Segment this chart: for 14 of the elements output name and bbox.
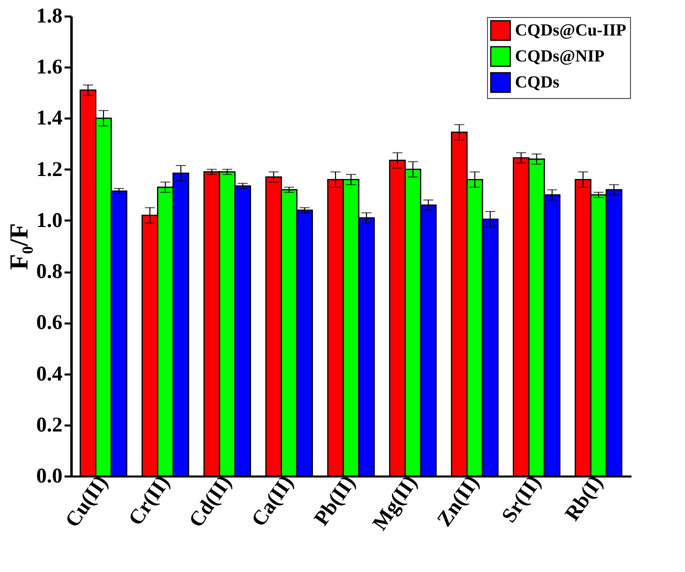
y-tick-label: 1.6: [36, 54, 62, 79]
y-tick-label: 0.8: [36, 259, 62, 284]
legend-label: CQDs: [515, 72, 560, 92]
legend-label: CQDs@NIP: [515, 46, 604, 66]
y-tick-label: 0.4: [36, 361, 63, 386]
y-tick-label: 1.4: [36, 106, 63, 130]
y-tick-label: 1.0: [36, 208, 62, 232]
y-tick-label: 1.8: [36, 4, 62, 28]
y-tick-label: 0.6: [36, 310, 62, 334]
y-tick-label: 0.2: [36, 412, 62, 436]
legend-label: CQDs@Cu-IIP: [515, 20, 626, 40]
y-tick-label: 1.2: [36, 156, 62, 181]
y-axis-title: F₀/F: [4, 223, 34, 270]
y-tick-label: 0.0: [36, 464, 62, 488]
